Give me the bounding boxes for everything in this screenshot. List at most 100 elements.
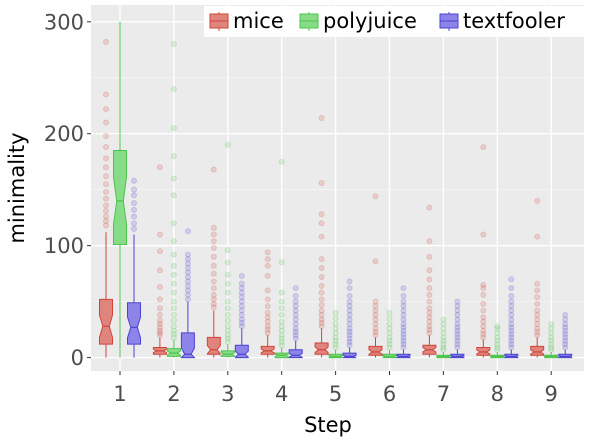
outlier-point [170,125,177,132]
outlier-point [508,298,515,305]
outlier-point [346,325,353,332]
outlier-point [332,334,339,341]
outlier-point [426,326,433,333]
outlier-point [238,319,245,326]
outlier-point [480,281,487,288]
outlier-point [238,294,245,301]
outlier-point [184,287,191,294]
outlier-point [386,337,393,344]
outlier-point [103,202,110,209]
box-body [530,345,545,356]
outlier-point [454,298,461,305]
outlier-point [346,332,353,339]
outlier-point [210,224,217,231]
outlier-point [224,280,231,287]
outlier-point [534,287,541,294]
x-tick-label: 1 [113,382,126,406]
outlier-point [548,325,555,332]
outlier-point [548,320,555,327]
outlier-point [170,153,177,160]
outlier-point [292,332,299,339]
outlier-point [426,291,433,298]
outlier-point [292,285,299,292]
outlier-point [494,341,501,348]
x-tick-label: 9 [545,382,558,406]
outlier-point [346,328,353,335]
box-textfooler-step-4 [288,285,303,359]
outlier-point [318,296,325,303]
outlier-point [548,341,555,348]
outlier-point [292,316,299,323]
outlier-point [400,293,407,300]
outlier-point [210,231,217,238]
outlier-point [224,332,231,339]
outlier-point [103,38,110,45]
box-body [99,298,113,345]
outlier-point [454,337,461,344]
outlier-point [130,206,137,213]
outlier-point [103,213,110,220]
outlier-point [210,278,217,285]
outlier-point [386,329,393,336]
outlier-point [103,195,110,202]
outlier-point [332,337,339,344]
outlier-point [224,247,231,254]
outlier-point [426,309,433,316]
outlier-point [346,312,353,319]
outlier-point [386,325,393,332]
box-body [368,345,383,356]
outlier-point [210,300,217,307]
series-mice [99,38,545,358]
outlier-point [454,320,461,327]
outlier-point [130,186,137,193]
outlier-point [480,291,487,298]
outlier-point [562,320,569,327]
legend: mice polyjuice textfooler [204,6,584,37]
outlier-point [238,307,245,314]
box-body [314,342,329,355]
outlier-point [440,337,447,344]
outlier-point [292,307,299,314]
outlier-point [332,320,339,327]
box-polyjuice-step-2 [166,41,181,358]
legend-label-mice: mice [233,9,284,33]
outlier-point [386,320,393,327]
outlier-point [480,318,487,325]
outlier-point [210,238,217,245]
outlier-point [156,317,163,324]
outlier-point [292,320,299,327]
outlier-point [372,320,379,327]
outlier-point [224,327,231,334]
outlier-point [508,331,515,338]
outlier-point [170,331,177,338]
outlier-point [346,316,353,323]
outlier-point [184,260,191,267]
outlier-point [170,327,177,334]
legend-label-polyjuice: polyjuice [323,9,417,33]
outlier-point [494,323,501,330]
outlier-point [440,320,447,327]
outlier-point [156,324,163,331]
y-tick-label: 100 [44,234,84,258]
x-axis-title: Step [304,413,352,437]
outlier-point [278,338,285,345]
outlier-point [480,307,487,314]
box-polyjuice-step-3 [220,141,235,358]
legend-label-textfooler: textfooler [463,9,565,33]
box-polyjuice-step-5 [328,309,343,359]
outlier-point [318,220,325,227]
box-textfooler-step-5 [342,278,357,359]
box-body [113,150,127,245]
outlier-point [332,325,339,332]
outlier-point [170,323,177,330]
outlier-point [494,337,501,344]
outlier-point [534,320,541,327]
outlier-point [224,271,231,278]
box-mice-step-2 [152,164,167,358]
outlier-point [318,265,325,272]
outlier-point [400,331,407,338]
outlier-point [318,256,325,263]
outlier-point [400,334,407,341]
outlier-point [130,213,137,220]
